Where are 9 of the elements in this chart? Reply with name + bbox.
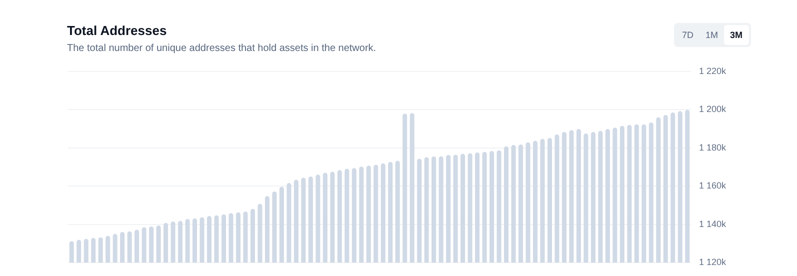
y-tick-label: 1 120k <box>698 257 726 268</box>
y-tick-label: 1 220k <box>698 66 726 76</box>
range-selector: 7D 1M 3M <box>674 23 751 47</box>
y-tick-label: 1 160k <box>698 180 726 191</box>
chart-title: Total Addresses <box>67 23 167 38</box>
y-tick-label: 1 140k <box>698 218 726 229</box>
y-tick-label: 1 180k <box>698 142 726 152</box>
chart-subtitle: The total number of unique addresses that hold assets in the network. <box>67 43 376 54</box>
y-tick-label: 1 200k <box>698 104 726 114</box>
